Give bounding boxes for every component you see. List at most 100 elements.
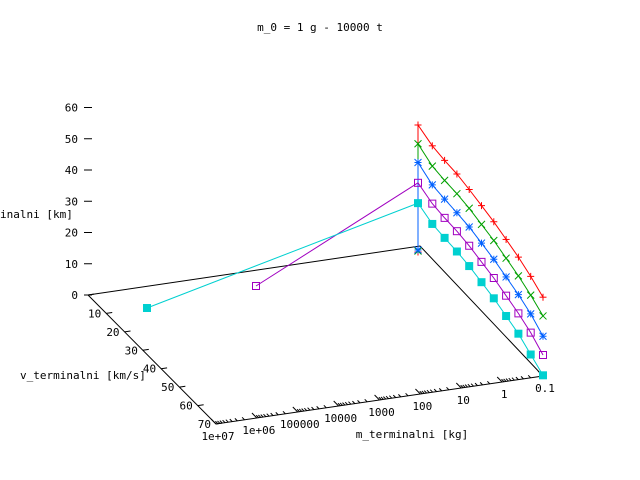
data-point — [465, 223, 474, 231]
y-tick-mark — [106, 312, 113, 314]
x-tick-label: 10 — [457, 394, 470, 407]
data-point — [526, 328, 535, 337]
data-point — [252, 282, 260, 290]
series — [414, 139, 547, 320]
data-point — [514, 290, 523, 299]
data-point — [414, 246, 422, 254]
data-point — [477, 239, 486, 247]
x-minor-tick — [527, 374, 532, 379]
x-minor-tick — [219, 420, 223, 424]
data-point — [539, 312, 547, 320]
data-point — [414, 139, 422, 148]
y-tick-mark — [124, 330, 131, 333]
x-tick-mark — [333, 400, 339, 407]
series-line — [417, 142, 544, 317]
data-point — [514, 309, 523, 318]
x-tick-mark — [210, 418, 217, 425]
x-minor-tick — [215, 420, 219, 425]
series — [414, 121, 547, 301]
x-minor-tick — [339, 402, 343, 406]
data-point — [440, 213, 449, 222]
series-line — [417, 123, 544, 298]
x-minor-tick — [217, 420, 221, 424]
x-minor-tick — [438, 388, 443, 392]
x-minor-tick — [385, 395, 389, 400]
x-minor-tick — [520, 376, 524, 380]
y-tick-mark — [87, 293, 95, 296]
data-point — [452, 227, 461, 236]
x-minor-tick — [303, 407, 308, 412]
x-tick-mark — [455, 382, 462, 389]
x-minor-tick — [474, 382, 478, 386]
x-minor-tick — [487, 380, 491, 385]
x-minor-tick — [229, 418, 233, 422]
data-point — [514, 272, 523, 280]
x-minor-tick — [225, 419, 229, 423]
data-point — [465, 241, 474, 250]
series — [143, 199, 547, 380]
z-tick-label: 0 — [71, 289, 78, 302]
data-point — [143, 304, 151, 312]
x-minor-tick — [405, 392, 409, 397]
x-minor-tick — [462, 384, 466, 388]
x-minor-tick — [479, 382, 483, 386]
data-point — [477, 278, 486, 287]
x-minor-tick — [301, 408, 305, 412]
data-point — [414, 199, 422, 208]
z-tick-label: 50 — [65, 133, 78, 146]
data-point — [428, 142, 436, 150]
z-tick-label: 40 — [65, 164, 78, 177]
y-tick-label: 20 — [106, 326, 119, 339]
data-point — [539, 351, 547, 359]
data-point — [489, 255, 498, 264]
z-tick-label: 60 — [65, 102, 78, 115]
data-point — [428, 181, 437, 189]
x-minor-tick — [357, 400, 361, 404]
x-minor-tick — [388, 395, 393, 399]
data-point — [489, 236, 498, 245]
data-point — [453, 170, 461, 178]
series-group — [143, 121, 547, 380]
data-point — [414, 158, 422, 167]
data-point — [452, 247, 461, 256]
x-minor-tick — [352, 400, 356, 404]
x-minor-tick — [260, 414, 264, 418]
chart-title: m_0 = 1 g - 10000 t — [257, 21, 383, 34]
z-axis-label: inalni [km] — [0, 208, 73, 221]
y-tick-label: 60 — [179, 400, 192, 413]
x-minor-tick — [383, 396, 387, 400]
x-minor-tick — [446, 386, 450, 391]
x-minor-tick — [433, 388, 437, 392]
y-tick-mark — [179, 385, 186, 388]
data-point — [502, 235, 510, 243]
x-minor-tick — [316, 406, 320, 410]
x-minor-tick — [282, 410, 286, 415]
data-point — [539, 293, 547, 301]
x-minor-tick — [275, 412, 279, 416]
data-point — [465, 186, 473, 193]
x-minor-tick — [419, 390, 423, 395]
x-minor-tick — [311, 406, 315, 410]
data-point — [502, 312, 511, 320]
data-point — [428, 199, 437, 208]
y-tick-label: 10 — [88, 307, 101, 320]
data-point — [514, 329, 523, 338]
data-point — [502, 291, 511, 300]
series-line — [417, 160, 544, 337]
x-minor-tick — [307, 407, 311, 411]
series — [252, 178, 547, 359]
x-tick-mark — [374, 394, 380, 401]
y-tick-label: 70 — [198, 418, 211, 431]
x-minor-tick — [266, 413, 270, 417]
x-minor-tick — [298, 408, 303, 412]
data-point — [527, 272, 535, 280]
x-minor-tick — [270, 412, 274, 416]
x-minor-tick — [378, 396, 382, 401]
series — [414, 158, 547, 341]
data-point — [440, 233, 449, 242]
x-minor-tick — [337, 402, 341, 407]
data-point — [440, 195, 449, 203]
x-minor-tick — [344, 401, 349, 406]
data-point — [526, 291, 535, 299]
